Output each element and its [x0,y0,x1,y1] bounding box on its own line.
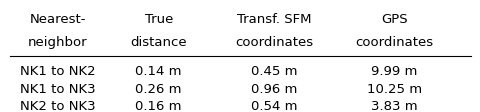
Text: 0.54 m: 0.54 m [251,100,297,112]
Text: True: True [144,13,172,26]
Text: GPS: GPS [380,13,407,26]
Text: 0.14 m: 0.14 m [135,65,181,78]
Text: 0.26 m: 0.26 m [135,83,181,96]
Text: NK1 to NK2: NK1 to NK2 [20,65,96,78]
Text: 0.16 m: 0.16 m [135,100,181,112]
Text: Transf. SFM: Transf. SFM [237,13,311,26]
Text: neighbor: neighbor [28,36,87,49]
Text: NK1 to NK3: NK1 to NK3 [20,83,96,96]
Text: 0.45 m: 0.45 m [251,65,297,78]
Text: Nearest-: Nearest- [29,13,86,26]
Text: 3.83 m: 3.83 m [371,100,417,112]
Text: 10.25 m: 10.25 m [366,83,421,96]
Text: 0.96 m: 0.96 m [251,83,297,96]
Text: NK2 to NK3: NK2 to NK3 [20,100,96,112]
Text: coordinates: coordinates [235,36,312,49]
Text: coordinates: coordinates [355,36,432,49]
Text: distance: distance [130,36,187,49]
Text: 9.99 m: 9.99 m [371,65,417,78]
